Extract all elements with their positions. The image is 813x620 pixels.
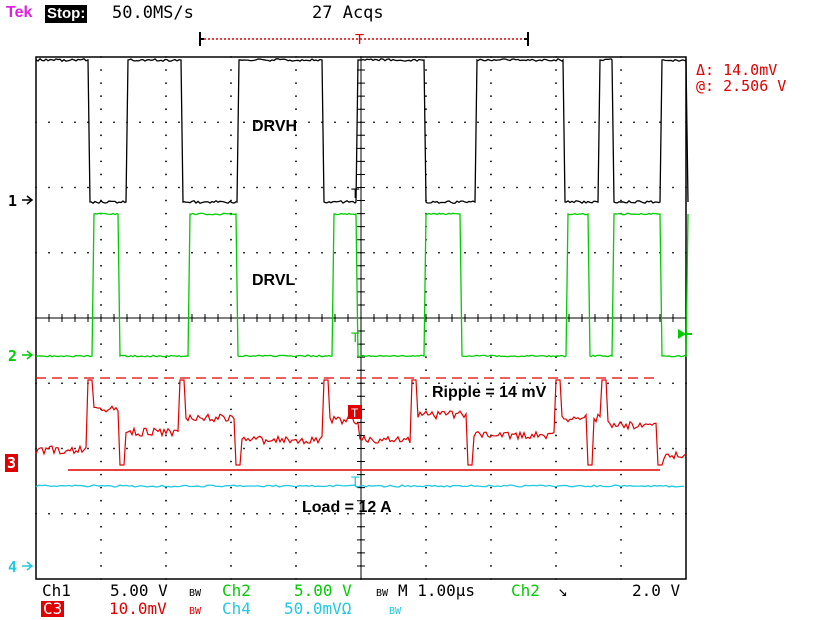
drvh-label: DRVH: [252, 118, 297, 136]
ch1-scale: 5.00 V: [110, 583, 168, 599]
ch4-scale: 50.0mVΩ: [284, 601, 351, 617]
load-label: Load = 12 A: [302, 499, 392, 517]
svg-text:T: T: [351, 473, 360, 489]
ch1-name[interactable]: Ch1: [42, 583, 71, 599]
ch2-bw-limit-icon: BW: [376, 586, 388, 602]
ch1-bw-limit-icon: BW: [189, 586, 201, 602]
svg-text:T: T: [355, 31, 364, 48]
ch4-name[interactable]: Ch4: [222, 601, 251, 617]
ch4-trace-load: [36, 485, 684, 487]
ch3-bw-limit-icon: BW: [189, 604, 201, 620]
trigger-level[interactable]: 2.0 V: [632, 583, 680, 599]
ch4-ground-arrow: [22, 562, 32, 570]
ch2-trace-drvl: [36, 213, 688, 356]
svg-text:T: T: [351, 329, 360, 345]
ch4-marker[interactable]: 4: [8, 558, 17, 576]
trigger-marker-ch1: T: [351, 185, 360, 201]
svg-text:T: T: [351, 406, 359, 420]
ch2-marker[interactable]: 2: [8, 347, 17, 365]
ch2-scale: 5.00 V: [294, 583, 352, 599]
ch3-name[interactable]: C3: [41, 601, 64, 617]
ch1-trace-drvh: [36, 59, 688, 203]
timebase[interactable]: M 1.00µs: [398, 583, 475, 599]
trigger-marker-ch3: T: [348, 405, 362, 420]
ch3-ground-arrow: [22, 459, 32, 467]
ch3-scale: 10.0mV: [109, 601, 167, 617]
cursor-readout: Δ: 14.0mV @: 2.506 V: [696, 62, 786, 94]
ch2-ground-arrow: [22, 351, 32, 359]
ch4-bw-limit-icon: BW: [389, 604, 401, 620]
cursor-position: @: 2.506 V: [696, 78, 786, 94]
trigger-position-bar: T: [200, 31, 528, 48]
svg-text:T: T: [351, 185, 360, 201]
trigger-marker-ch2: T: [351, 329, 360, 345]
ch2-name[interactable]: Ch2: [222, 583, 251, 599]
ripple-label: Ripple = 14 mV: [432, 384, 546, 402]
ch3-marker[interactable]: 3: [5, 454, 18, 472]
cursor-delta: Δ: 14.0mV: [696, 62, 786, 78]
drvl-label: DRVL: [252, 272, 295, 290]
trigger-marker-ch4: T: [351, 473, 360, 489]
trigger-falling-edge-icon: ↘: [558, 583, 568, 599]
trigger-source[interactable]: Ch2: [511, 583, 540, 599]
ch1-ground-arrow: [22, 196, 32, 204]
ch1-marker[interactable]: 1: [8, 192, 17, 210]
trigger-level-arrow: [678, 329, 686, 339]
